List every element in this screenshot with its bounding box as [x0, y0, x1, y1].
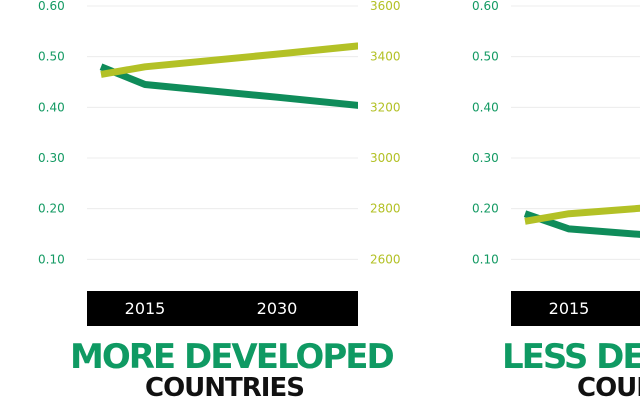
- y-left-tick-label: 0.60: [38, 0, 65, 13]
- y-right-tick-label: 3000: [370, 151, 401, 165]
- y-left-tick-label: 0.50: [38, 50, 65, 64]
- series-line-1: [99, 63, 358, 109]
- y-right-tick-label: 2600: [370, 252, 401, 266]
- series-line-1: [523, 210, 640, 238]
- series-line-2: [100, 42, 358, 78]
- panel-subtitle: COUNTRIES: [577, 373, 640, 400]
- y-right-tick-label: 2800: [370, 202, 401, 216]
- y-right-tick-label: 3200: [370, 100, 401, 114]
- x-tick-label: 2030: [257, 299, 298, 318]
- y-left-tick-label: 0.10: [38, 252, 65, 266]
- y-left-tick-label: 0.30: [38, 151, 65, 165]
- x-axis-band: [511, 291, 640, 326]
- x-tick-label: 2015: [125, 299, 166, 318]
- y-right-tick-label: 3600: [370, 0, 401, 13]
- y-left-tick-label: 0.10: [472, 252, 499, 266]
- series-line-2: [524, 204, 640, 225]
- panel-more-developed: 0.10 0.20 0.30 0.40 0.50 0.60 2600 2800 3000 3200…: [38, 0, 401, 400]
- y-left-tick-label: 0.30: [472, 151, 499, 165]
- y-left-tick-label: 0.50: [472, 50, 499, 64]
- panel-title: MORE DEVELOPED: [70, 337, 393, 377]
- y-left-tick-label: 0.40: [38, 100, 65, 114]
- y-left-tick-label: 0.40: [472, 100, 499, 114]
- y-left-tick-label: 0.60: [472, 0, 499, 13]
- x-axis-band: [87, 291, 358, 326]
- panel-subtitle: COUNTRIES: [145, 373, 304, 400]
- x-tick-label: 2015: [549, 299, 590, 318]
- panel-less-developed: 0.10 0.20 0.30 0.40 0.50 0.60 2015 LESS DEVELOP…: [472, 0, 640, 400]
- y-left-tick-label: 0.20: [472, 202, 499, 216]
- y-left-tick-label: 0.20: [38, 202, 65, 216]
- y-right-tick-label: 3400: [370, 50, 401, 64]
- panel-title: LESS DEVELOPED: [502, 337, 640, 377]
